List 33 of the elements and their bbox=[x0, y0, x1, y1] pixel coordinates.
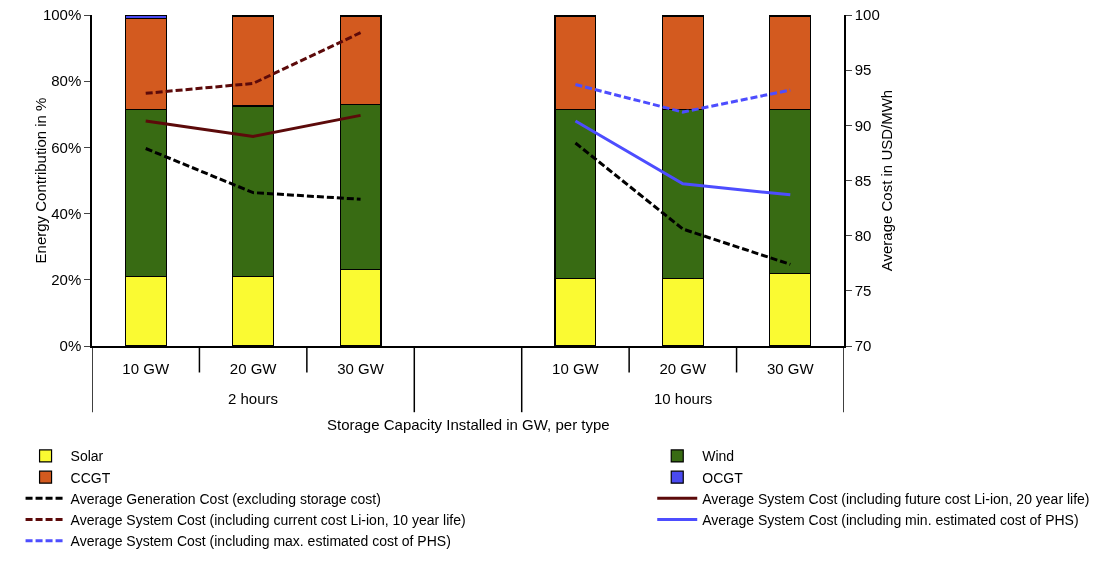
y2-tick-label: 95 bbox=[854, 61, 872, 79]
y2-tick-label: 90 bbox=[854, 116, 872, 134]
legend-label: Average System Cost (including current cost Li-ion, 10 year life) bbox=[70, 511, 466, 528]
y-tick-label: 0% bbox=[59, 337, 82, 355]
x-tick-label: 30 GW bbox=[766, 359, 815, 377]
legend-label: Average System Cost (including max. estimated cost of PHS) bbox=[70, 533, 451, 550]
text: 2 hours bbox=[228, 390, 279, 407]
text: 10 hours bbox=[654, 390, 713, 407]
legend-label: Wind bbox=[702, 448, 735, 465]
y2-tick-label: 80 bbox=[854, 226, 872, 244]
y2-tick-label: 85 bbox=[854, 171, 872, 189]
y-tick-label: 20% bbox=[51, 271, 82, 289]
x-axis-title: Storage Capacity Installed in GW, per type bbox=[327, 416, 610, 433]
x-tick-label: 20 GW bbox=[229, 359, 278, 377]
y-tick-label: 80% bbox=[51, 72, 82, 90]
y2-axis-title: Average Cost in USD/MWh bbox=[878, 89, 895, 272]
y-axis-title: Energy Contribution in % bbox=[32, 97, 50, 264]
legend-label: Solar bbox=[70, 448, 104, 465]
x-tick-label: 10 GW bbox=[122, 359, 170, 377]
y2-tick-label: 75 bbox=[854, 282, 872, 300]
legend-label: OCGT bbox=[702, 469, 744, 486]
legend-label: Average System Cost (including min. estimated cost of PHS) bbox=[702, 511, 1079, 528]
y-tick-label: 40% bbox=[51, 204, 82, 222]
x-tick-label: 10 GW bbox=[552, 359, 600, 377]
y2-tick-label: 100 bbox=[854, 6, 880, 24]
x-tick-label: 30 GW bbox=[337, 359, 385, 377]
y-tick-label: 100% bbox=[42, 6, 82, 24]
y-tick-label: 60% bbox=[51, 138, 82, 156]
x-tick-label: 20 GW bbox=[659, 359, 708, 377]
y2-tick-label: 70 bbox=[854, 337, 872, 355]
legend-label: Average System Cost (including future cost Li-ion, 20 year life) bbox=[702, 490, 1090, 507]
legend-label: Average Generation Cost (excluding storage cost) bbox=[70, 490, 381, 507]
legend-label: CCGT bbox=[70, 469, 111, 486]
